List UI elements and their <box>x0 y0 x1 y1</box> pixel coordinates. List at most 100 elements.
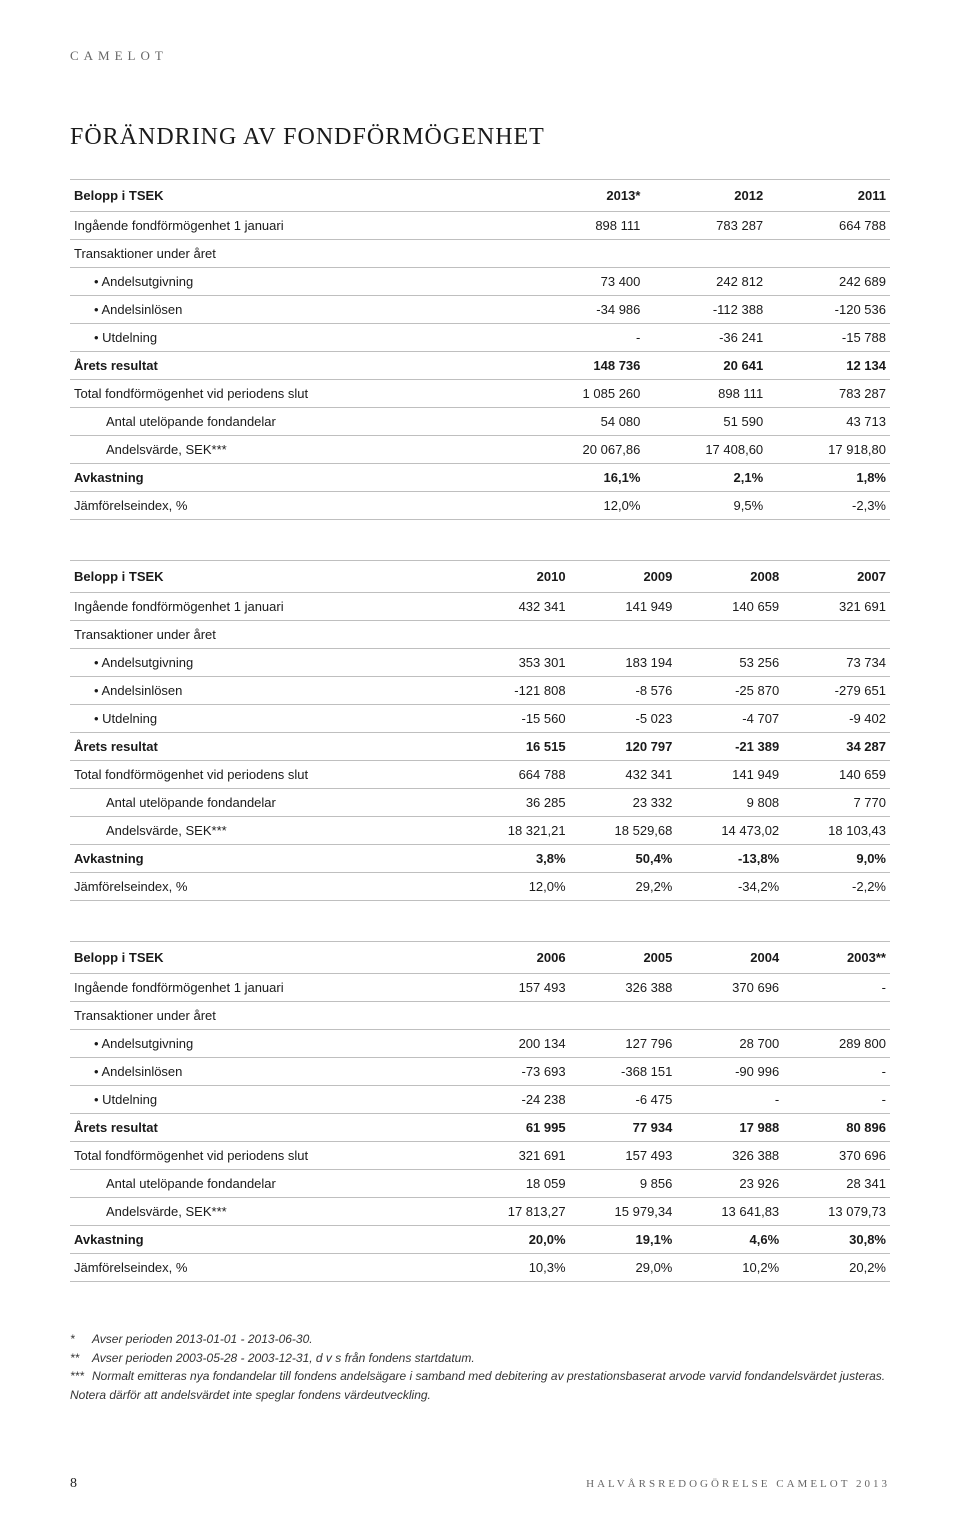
footnote: ***Normalt emitteras nya fondandelar til… <box>70 1367 890 1404</box>
table-row: Total fondförmögenhet vid periodens slut… <box>70 1142 890 1170</box>
footnote-text: Avser perioden 2003-05-28 - 2003-12-31, … <box>92 1351 475 1365</box>
row-value: 13 641,83 <box>676 1198 783 1226</box>
row-value: 326 388 <box>676 1142 783 1170</box>
row-value: - <box>783 974 890 1002</box>
row-value: 157 493 <box>463 974 570 1002</box>
table-row: • Andelsutgivning200 134127 79628 700289… <box>70 1030 890 1058</box>
col-year: 2005 <box>570 942 677 974</box>
row-value: 34 287 <box>783 733 890 761</box>
row-value: 12 134 <box>767 352 890 380</box>
row-value: 28 700 <box>676 1030 783 1058</box>
footnote-text: Normalt emitteras nya fondandelar till f… <box>70 1369 885 1402</box>
table-row: • Andelsutgivning353 301183 19453 25673 … <box>70 649 890 677</box>
row-value: 120 797 <box>570 733 677 761</box>
row-value: 9 808 <box>676 789 783 817</box>
col-label: Belopp i TSEK <box>70 180 522 212</box>
footnotes: *Avser perioden 2013-01-01 - 2013-06-30.… <box>70 1330 890 1404</box>
row-value: 326 388 <box>570 974 677 1002</box>
row-value: - <box>783 1058 890 1086</box>
row-value: -25 870 <box>676 677 783 705</box>
row-value: 80 896 <box>783 1114 890 1142</box>
table-row: Transaktioner under året <box>70 1002 890 1030</box>
row-label: Jämförelseindex, % <box>70 1254 463 1282</box>
row-label: Total fondförmögenhet vid periodens slut <box>70 380 522 408</box>
row-value: 17 988 <box>676 1114 783 1142</box>
row-value <box>783 1002 890 1030</box>
row-label: Transaktioner under året <box>70 240 522 268</box>
col-label: Belopp i TSEK <box>70 942 463 974</box>
row-value: 73 400 <box>522 268 645 296</box>
row-value: 20,2% <box>783 1254 890 1282</box>
row-value: 16 515 <box>463 733 570 761</box>
row-value: -5 023 <box>570 705 677 733</box>
col-label: Belopp i TSEK <box>70 561 463 593</box>
footer-doc-label: HALVÅRSREDOGÖRELSE CAMELOT 2013 <box>586 1478 890 1490</box>
row-value: -120 536 <box>767 296 890 324</box>
row-value: 783 287 <box>767 380 890 408</box>
row-value: 50,4% <box>570 845 677 873</box>
footnote-marker: *** <box>70 1367 92 1386</box>
row-value <box>570 621 677 649</box>
row-value: -73 693 <box>463 1058 570 1086</box>
row-value: -34 986 <box>522 296 645 324</box>
table-row: Andelsvärde, SEK***20 067,8617 408,6017 … <box>70 436 890 464</box>
row-value: 432 341 <box>570 761 677 789</box>
row-label: Total fondförmögenhet vid periodens slut <box>70 761 463 789</box>
footnote-marker: ** <box>70 1349 92 1368</box>
row-value: 17 408,60 <box>644 436 767 464</box>
row-value: 141 949 <box>676 761 783 789</box>
page-number: 8 <box>70 1476 77 1492</box>
row-label: Transaktioner under året <box>70 1002 463 1030</box>
row-value: 898 111 <box>522 212 645 240</box>
row-value <box>644 240 767 268</box>
row-label: • Andelsinlösen <box>70 677 463 705</box>
row-value: 51 590 <box>644 408 767 436</box>
fund-table-1: Belopp i TSEK2010200920082007Ingående fo… <box>70 560 890 901</box>
row-value: 12,0% <box>522 492 645 520</box>
row-value: - <box>783 1086 890 1114</box>
table-row: Antal utelöpande fondandelar54 08051 590… <box>70 408 890 436</box>
row-value: -15 788 <box>767 324 890 352</box>
row-value: 2,1% <box>644 464 767 492</box>
col-year: 2008 <box>676 561 783 593</box>
row-value: -2,2% <box>783 873 890 901</box>
row-value: 200 134 <box>463 1030 570 1058</box>
row-label: Ingående fondförmögenhet 1 januari <box>70 974 463 1002</box>
row-label: Jämförelseindex, % <box>70 873 463 901</box>
row-value: 353 301 <box>463 649 570 677</box>
row-label: Total fondförmögenhet vid periodens slut <box>70 1142 463 1170</box>
row-value: 9,0% <box>783 845 890 873</box>
row-value: 289 800 <box>783 1030 890 1058</box>
table-row: Ingående fondförmögenhet 1 januari898 11… <box>70 212 890 240</box>
row-value: 10,3% <box>463 1254 570 1282</box>
row-value: - <box>676 1086 783 1114</box>
row-value: 370 696 <box>783 1142 890 1170</box>
row-value: 898 111 <box>644 380 767 408</box>
row-value: 18 321,21 <box>463 817 570 845</box>
row-value <box>463 1002 570 1030</box>
row-value: 4,6% <box>676 1226 783 1254</box>
footnote-marker: * <box>70 1330 92 1349</box>
table-row: Ingående fondförmögenhet 1 januari157 49… <box>70 974 890 1002</box>
row-value: 29,2% <box>570 873 677 901</box>
table-row: • Andelsinlösen-73 693-368 151-90 996- <box>70 1058 890 1086</box>
row-value: 10,2% <box>676 1254 783 1282</box>
row-value: 23 332 <box>570 789 677 817</box>
row-value <box>676 621 783 649</box>
fund-table-2: Belopp i TSEK2006200520042003**Ingående … <box>70 941 890 1282</box>
row-label: Transaktioner under året <box>70 621 463 649</box>
row-value: 321 691 <box>783 593 890 621</box>
col-year: 2007 <box>783 561 890 593</box>
row-value: -4 707 <box>676 705 783 733</box>
row-value: 242 812 <box>644 268 767 296</box>
row-value: 370 696 <box>676 974 783 1002</box>
col-year: 2012 <box>644 180 767 212</box>
table-row: Jämförelseindex, %12,0%9,5%-2,3% <box>70 492 890 520</box>
row-label: Avkastning <box>70 1226 463 1254</box>
row-label: • Utdelning <box>70 705 463 733</box>
row-value: 664 788 <box>463 761 570 789</box>
table-row: Årets resultat16 515120 797-21 38934 287 <box>70 733 890 761</box>
footnote-text: Avser perioden 2013-01-01 - 2013-06-30. <box>92 1332 313 1346</box>
row-value: -90 996 <box>676 1058 783 1086</box>
table-row: Andelsvärde, SEK***17 813,2715 979,3413 … <box>70 1198 890 1226</box>
